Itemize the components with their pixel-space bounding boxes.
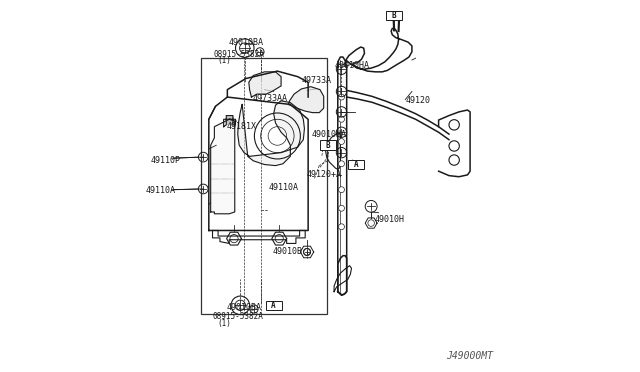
Text: 49733A: 49733A bbox=[301, 76, 332, 85]
Circle shape bbox=[339, 161, 344, 167]
Text: 08915-5382A: 08915-5382A bbox=[212, 312, 264, 321]
Circle shape bbox=[449, 120, 460, 130]
Text: 49120+A: 49120+A bbox=[307, 170, 342, 179]
Polygon shape bbox=[249, 72, 281, 97]
Text: 49181X: 49181X bbox=[227, 122, 257, 131]
Text: (1): (1) bbox=[217, 56, 231, 65]
Text: 49110A: 49110A bbox=[269, 183, 299, 192]
Bar bbox=[201, 58, 326, 314]
Text: 49010H: 49010H bbox=[375, 215, 405, 224]
Text: 49010BA: 49010BA bbox=[228, 38, 264, 48]
Circle shape bbox=[339, 94, 344, 100]
Text: 49110A: 49110A bbox=[145, 186, 175, 195]
Bar bbox=[386, 11, 403, 20]
Text: A: A bbox=[271, 301, 276, 310]
Text: 49010BA: 49010BA bbox=[227, 303, 262, 312]
Circle shape bbox=[339, 224, 344, 230]
Text: 49120: 49120 bbox=[405, 96, 430, 105]
Text: (1): (1) bbox=[217, 319, 231, 328]
Circle shape bbox=[339, 205, 344, 211]
Text: 49010HA: 49010HA bbox=[335, 61, 370, 70]
Polygon shape bbox=[211, 119, 235, 214]
Text: 49110P: 49110P bbox=[150, 156, 180, 165]
Polygon shape bbox=[237, 101, 305, 166]
Circle shape bbox=[339, 116, 344, 122]
Text: 08915-5382A: 08915-5382A bbox=[213, 49, 264, 58]
Circle shape bbox=[339, 187, 344, 193]
Bar bbox=[348, 160, 364, 169]
Text: 49010B: 49010B bbox=[273, 247, 303, 256]
Circle shape bbox=[339, 138, 344, 144]
Text: B: B bbox=[392, 11, 396, 20]
Bar bbox=[266, 301, 282, 310]
Text: 49010HA: 49010HA bbox=[312, 130, 347, 140]
Circle shape bbox=[449, 141, 460, 151]
Polygon shape bbox=[289, 87, 324, 113]
Text: J49000MT: J49000MT bbox=[447, 351, 493, 361]
Bar bbox=[320, 140, 336, 150]
Text: 49733AA: 49733AA bbox=[253, 94, 287, 103]
Text: A: A bbox=[354, 160, 358, 169]
Circle shape bbox=[449, 155, 460, 165]
Text: B: B bbox=[326, 141, 330, 150]
